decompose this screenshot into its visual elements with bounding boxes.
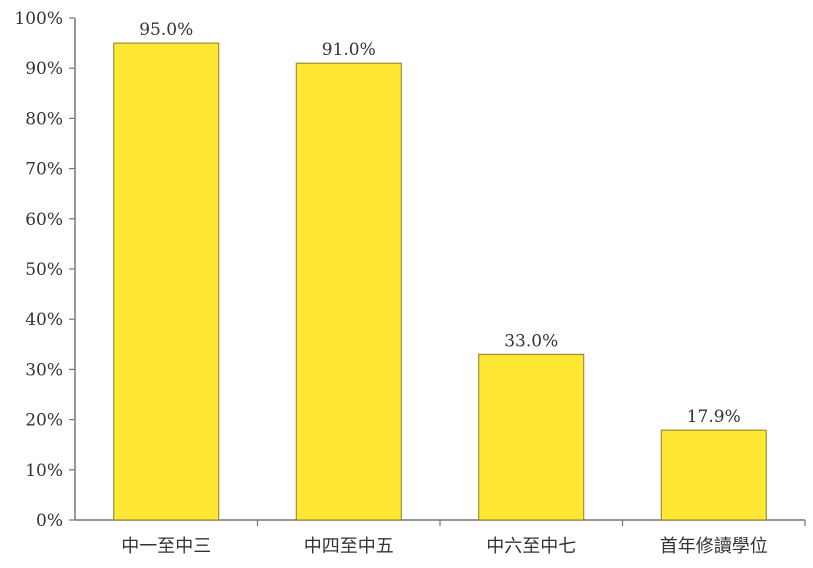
y-tick-label: 50% bbox=[25, 260, 63, 280]
bar bbox=[660, 429, 767, 521]
x-category-label: 首年修讀學位 bbox=[660, 536, 768, 557]
y-tick-label: 20% bbox=[25, 411, 63, 431]
y-tick-label: 100% bbox=[14, 9, 63, 29]
x-category-label: 中四至中五 bbox=[304, 536, 394, 557]
bar-value-label: 95.0% bbox=[139, 20, 193, 40]
bar bbox=[295, 62, 402, 521]
chart-axes: 0% 10% 20% 30% 40% 50% 60% 70% 80% 90% 100% bbox=[14, 9, 806, 531]
bar-value-label: 17.9% bbox=[687, 407, 741, 427]
y-tick-label: 90% bbox=[25, 59, 63, 79]
x-category-label: 中六至中七 bbox=[486, 536, 576, 557]
y-tick-label: 10% bbox=[25, 461, 63, 481]
y-tick-label: 40% bbox=[25, 310, 63, 330]
bar bbox=[478, 353, 585, 521]
y-tick-label: 60% bbox=[25, 210, 63, 230]
chart-bars bbox=[113, 42, 767, 521]
y-tick-label: 80% bbox=[25, 109, 63, 129]
y-tick-label: 30% bbox=[25, 360, 63, 380]
bar-value-label: 33.0% bbox=[504, 331, 558, 351]
chart-labels: 95.0% 中一至中三 91.0% 中四至中五 33.0% 中六至中七 17.9% 首年修讀學… bbox=[121, 20, 768, 557]
x-category-label: 中一至中三 bbox=[121, 536, 211, 557]
bar-value-label: 91.0% bbox=[322, 40, 376, 60]
y-tick-label: 0% bbox=[36, 511, 63, 531]
y-tick-label: 70% bbox=[25, 160, 63, 180]
bar bbox=[113, 42, 220, 521]
